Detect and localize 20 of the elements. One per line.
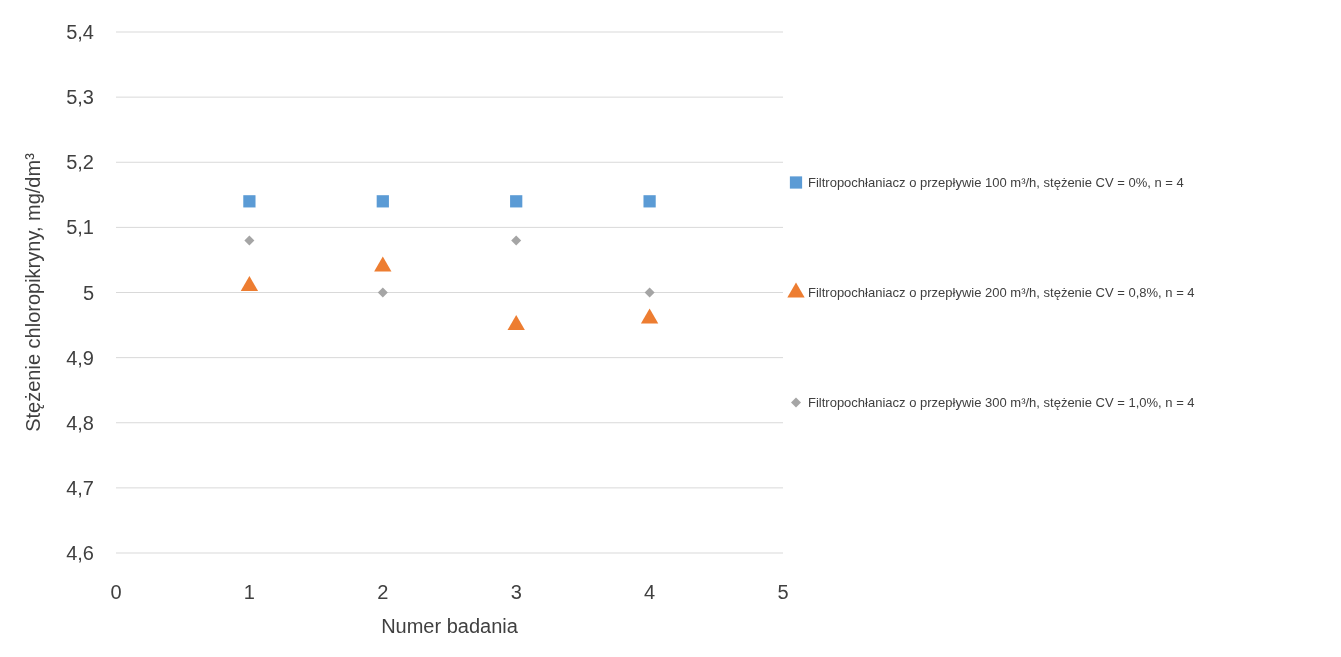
y-tick-label: 5 xyxy=(82,281,94,304)
x-tick-label: 2 xyxy=(377,581,389,603)
y-axis-title: Stężenie chloropikryny, mg/dm³ xyxy=(22,152,44,432)
y-tick-label: 5,1 xyxy=(66,216,94,239)
legend-label: Filtropochłaniacz o przepływie 300 m³/h, stężenie CV = 1,0%, n = 4 xyxy=(808,395,1195,411)
y-tick-label: 4,9 xyxy=(66,346,94,369)
y-tick-label: 5,2 xyxy=(66,151,94,174)
y-tick-label: 5,3 xyxy=(66,86,94,109)
x-axis-title: Numer badania xyxy=(381,615,519,637)
y-tick-label: 4,6 xyxy=(66,542,94,564)
y-tick-label: 5,4 xyxy=(66,21,94,43)
x-tick-label: 4 xyxy=(644,581,656,603)
x-tick-label: 0 xyxy=(110,581,122,603)
y-tick-label: 4,7 xyxy=(66,476,94,499)
legend-label: Filtropochłaniacz o przepływie 200 m³/h, stężenie CV = 0,8%, n = 4 xyxy=(808,285,1195,301)
x-tick-label: 5 xyxy=(777,581,789,603)
x-tick-label: 1 xyxy=(243,581,255,603)
legend-label: Filtropochłaniacz o przepływie 100 m³/h, stężenie CV = 0%, n = 4 xyxy=(808,175,1184,191)
x-tick-label: 3 xyxy=(510,581,522,603)
y-tick-label: 4,8 xyxy=(66,411,94,434)
